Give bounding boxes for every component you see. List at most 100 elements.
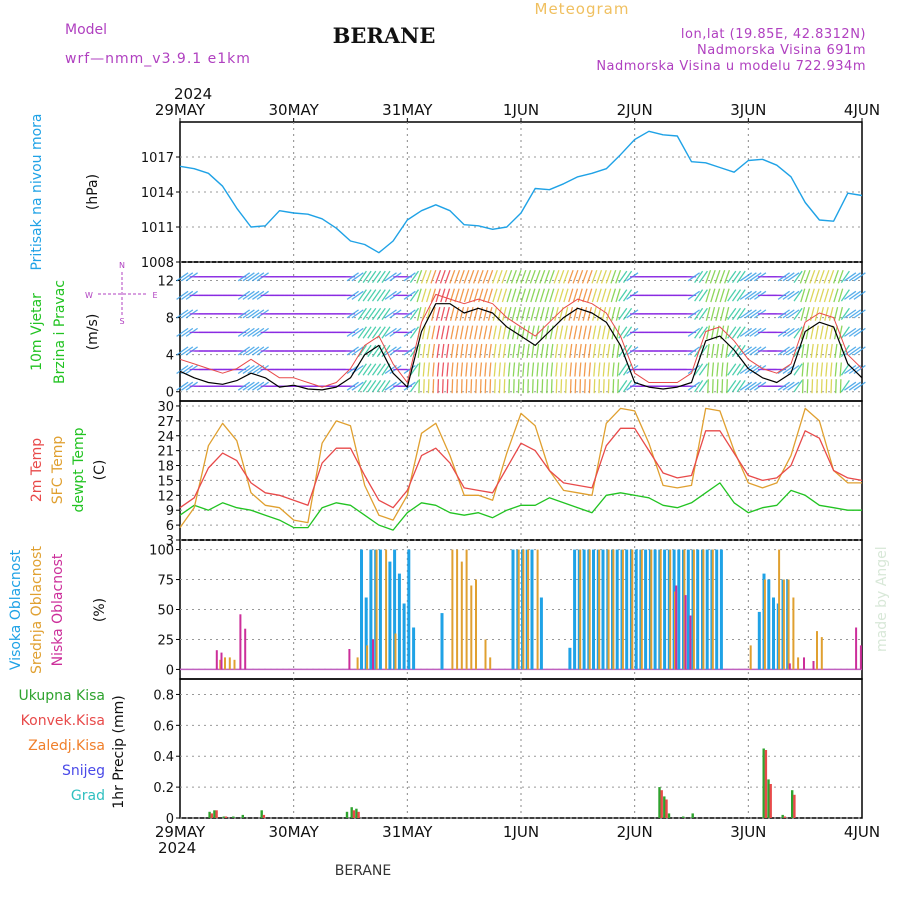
wind-barb (710, 306, 716, 321)
y-tick-label: 18 (157, 460, 174, 475)
wind-barb (536, 379, 539, 394)
wind-barb (559, 325, 564, 340)
wind-barb (549, 288, 555, 303)
wind-barb (811, 362, 814, 377)
wind-barb (727, 270, 737, 283)
wind-barb (531, 379, 534, 394)
wind-barb (512, 362, 516, 377)
wind-barb (710, 325, 715, 340)
wind-barb (601, 306, 607, 321)
wind-barb (714, 269, 721, 284)
precip-bar (793, 794, 796, 818)
compass-e: E (152, 291, 157, 300)
wind-barb (515, 288, 522, 303)
wind-barb (694, 326, 704, 339)
wind-barb (721, 379, 724, 394)
wind-barb (554, 343, 559, 358)
wind-barb (806, 379, 809, 394)
wind-barb (427, 362, 430, 377)
wind-barb (848, 346, 861, 356)
wind-barb (727, 380, 737, 393)
wind-barb (530, 325, 535, 340)
cloud-bar (683, 549, 686, 670)
wind-barb (367, 289, 377, 302)
wind-barb (793, 289, 803, 302)
wind-barb (706, 343, 710, 358)
wind-barb (472, 269, 480, 284)
wind-barb (584, 379, 586, 394)
wind-barb (502, 343, 507, 358)
wind-barb (806, 362, 809, 377)
wind-barb (622, 363, 633, 376)
wind-barb (601, 288, 607, 303)
wind-barb (534, 288, 541, 303)
wind-barb (615, 269, 622, 284)
top-date-label: 29MAY (155, 101, 206, 119)
wind-barb (539, 306, 545, 321)
wind-barb (574, 362, 577, 377)
wind-barb (436, 343, 440, 358)
wind-barb (517, 379, 520, 394)
wind-barb (616, 362, 620, 377)
wind-barb (384, 381, 397, 391)
y-tick-label: 12 (157, 275, 174, 290)
wind-barb (782, 327, 795, 337)
wind-barb (828, 306, 834, 321)
precip-bar (764, 750, 768, 818)
precip-panel: 0 0.2 0.4 0.6 0.8 (153, 688, 862, 827)
cloud-bar (215, 650, 218, 670)
wind-barb (727, 363, 737, 376)
wind-barb (793, 270, 803, 283)
wind-gust-line (179, 293, 863, 388)
wind-barb (687, 290, 700, 300)
wind-barb (848, 364, 861, 375)
precip-bar (222, 816, 225, 818)
cloud-bar (711, 549, 714, 670)
cloud-bar (684, 595, 687, 670)
wind-barb (445, 343, 450, 358)
wind-barb (716, 379, 719, 394)
cloud-bar (511, 549, 515, 670)
wind-barb (844, 364, 857, 375)
wind-barb (853, 327, 866, 337)
temp-ylabel-2: SFC Temp (50, 436, 66, 505)
wind-barb (814, 288, 820, 303)
wind-barb (381, 270, 391, 283)
wind-barb (744, 327, 757, 337)
wind-barb (844, 327, 857, 337)
cloud-bar (407, 549, 411, 670)
wind-barb (357, 289, 367, 302)
y-tick-label: 0.8 (153, 688, 174, 703)
wind-barb (242, 364, 255, 375)
cloud-bar (460, 561, 463, 670)
wind-barb (362, 363, 372, 376)
wind-barb (587, 325, 592, 340)
wind-barb (716, 362, 719, 377)
wind-barb (252, 272, 265, 282)
wind-barb (601, 325, 606, 340)
wind-barb (578, 325, 583, 340)
wind-barb (526, 343, 530, 358)
wind-barb (516, 325, 521, 340)
wind-barb (468, 306, 474, 321)
wind-barb (449, 269, 456, 284)
station-title: BERANE (333, 23, 436, 48)
wind-barb (844, 290, 857, 300)
wind-barb (586, 269, 593, 284)
wind-barb (727, 307, 737, 320)
wind-barb (435, 269, 442, 284)
wind-barb (824, 343, 829, 358)
wind-barb (425, 288, 432, 303)
wind-barb (535, 325, 540, 340)
precip-bar (660, 790, 663, 818)
cloud-bar (787, 579, 790, 670)
wind-barb (787, 327, 800, 337)
wind-barb (376, 307, 386, 320)
wind-barb (181, 290, 194, 300)
wind-barb (465, 362, 468, 377)
cloud-bar (356, 657, 359, 670)
wind-barb (592, 325, 597, 340)
wind-barb (483, 325, 488, 340)
wind-barb (844, 272, 857, 282)
